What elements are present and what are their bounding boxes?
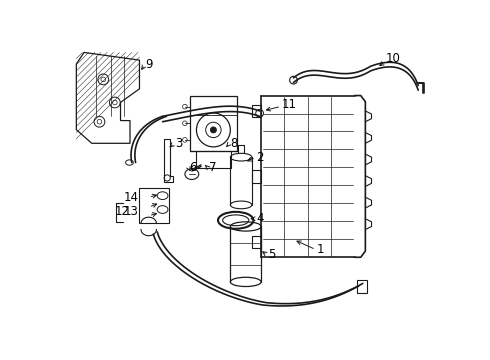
Text: 3: 3	[175, 137, 182, 150]
Text: 14: 14	[124, 191, 139, 204]
Circle shape	[210, 127, 217, 133]
Text: 6: 6	[190, 161, 197, 175]
Bar	[252, 170, 261, 183]
Bar	[357, 280, 368, 293]
Text: 2: 2	[257, 150, 264, 164]
Text: 13: 13	[124, 204, 139, 217]
Text: 4: 4	[257, 212, 264, 225]
Text: 7: 7	[209, 161, 216, 175]
Bar	[252, 236, 261, 248]
Bar	[252, 105, 261, 117]
Text: 8: 8	[230, 137, 238, 150]
Bar	[190, 95, 237, 151]
Bar	[140, 188, 169, 223]
Text: 9: 9	[146, 58, 153, 71]
Text: 1: 1	[317, 243, 324, 256]
Text: 11: 11	[282, 98, 297, 111]
Text: 5: 5	[268, 248, 275, 261]
Text: 10: 10	[386, 52, 401, 65]
Text: 12: 12	[115, 204, 130, 217]
